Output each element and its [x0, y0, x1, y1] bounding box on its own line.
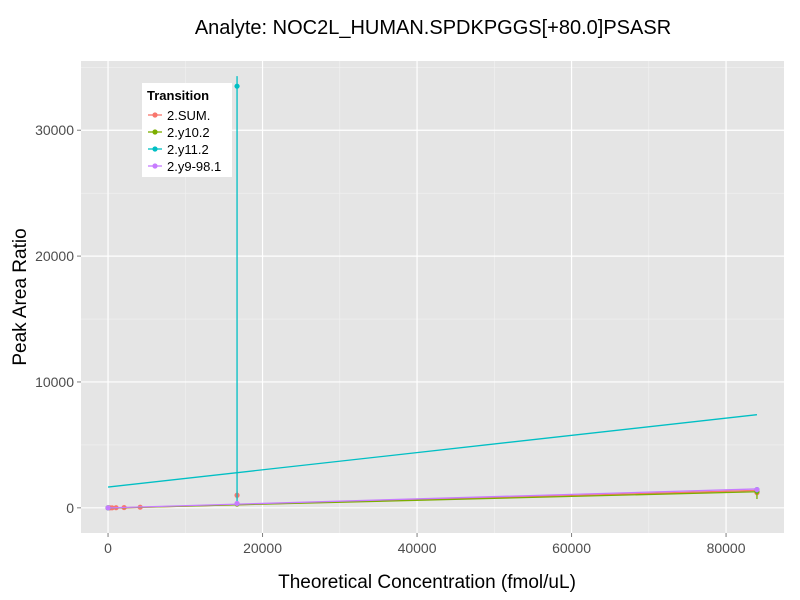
legend-label: 2.y11.2: [167, 142, 209, 157]
legend-key-point: [152, 146, 158, 152]
x-tick-label: 0: [104, 540, 112, 556]
x-tick-label: 20000: [243, 540, 282, 556]
y-axis-title: Peak Area Ratio: [10, 228, 31, 365]
series-3: [105, 486, 760, 511]
x-tick-label: 80000: [707, 540, 746, 556]
legend-label: 2.SUM.: [167, 108, 210, 123]
legend-key-point: [152, 112, 158, 118]
legend-item: 2.y9-98.1: [148, 159, 221, 174]
legend-item: 2.y11.2: [148, 142, 209, 157]
legend-label: 2.y9-98.1: [167, 159, 221, 174]
data-point: [754, 486, 760, 493]
x-tick-label: 60000: [552, 540, 591, 556]
legend-label: 2.y10.2: [167, 125, 210, 140]
y-tick-label: 20000: [35, 248, 74, 264]
legend: Transition 2.SUM. 2.y10.2 2.y11.2 2.y9-98.1: [142, 83, 232, 177]
data-point: [234, 83, 240, 89]
chart-title: Analyte: NOC2L_HUMAN.SPDKPGGS[+80.0]PSAS…: [195, 17, 671, 39]
legend-item: 2.SUM.: [148, 108, 210, 123]
fit-line: [107, 414, 758, 488]
legend-title: Transition: [147, 88, 209, 103]
legend-background: [142, 83, 232, 177]
y-axis: 0 10000 20000 30000: [35, 122, 81, 516]
legend-key-point: [152, 163, 158, 169]
legend-item: 2.y10.2: [148, 125, 210, 140]
data-point: [234, 500, 240, 507]
y-tick-label: 0: [66, 500, 74, 516]
y-tick-label: 30000: [35, 122, 74, 138]
series-layer: [105, 76, 760, 511]
fit-line: [108, 488, 757, 509]
legend-key-point: [152, 129, 158, 135]
y-tick-label: 10000: [35, 374, 74, 390]
x-axis-title: Theoretical Concentration (fmol/uL): [278, 572, 576, 593]
data-point: [105, 505, 111, 511]
x-tick-label: 40000: [398, 540, 437, 556]
x-axis: 0 20000 40000 60000 80000: [104, 533, 746, 556]
